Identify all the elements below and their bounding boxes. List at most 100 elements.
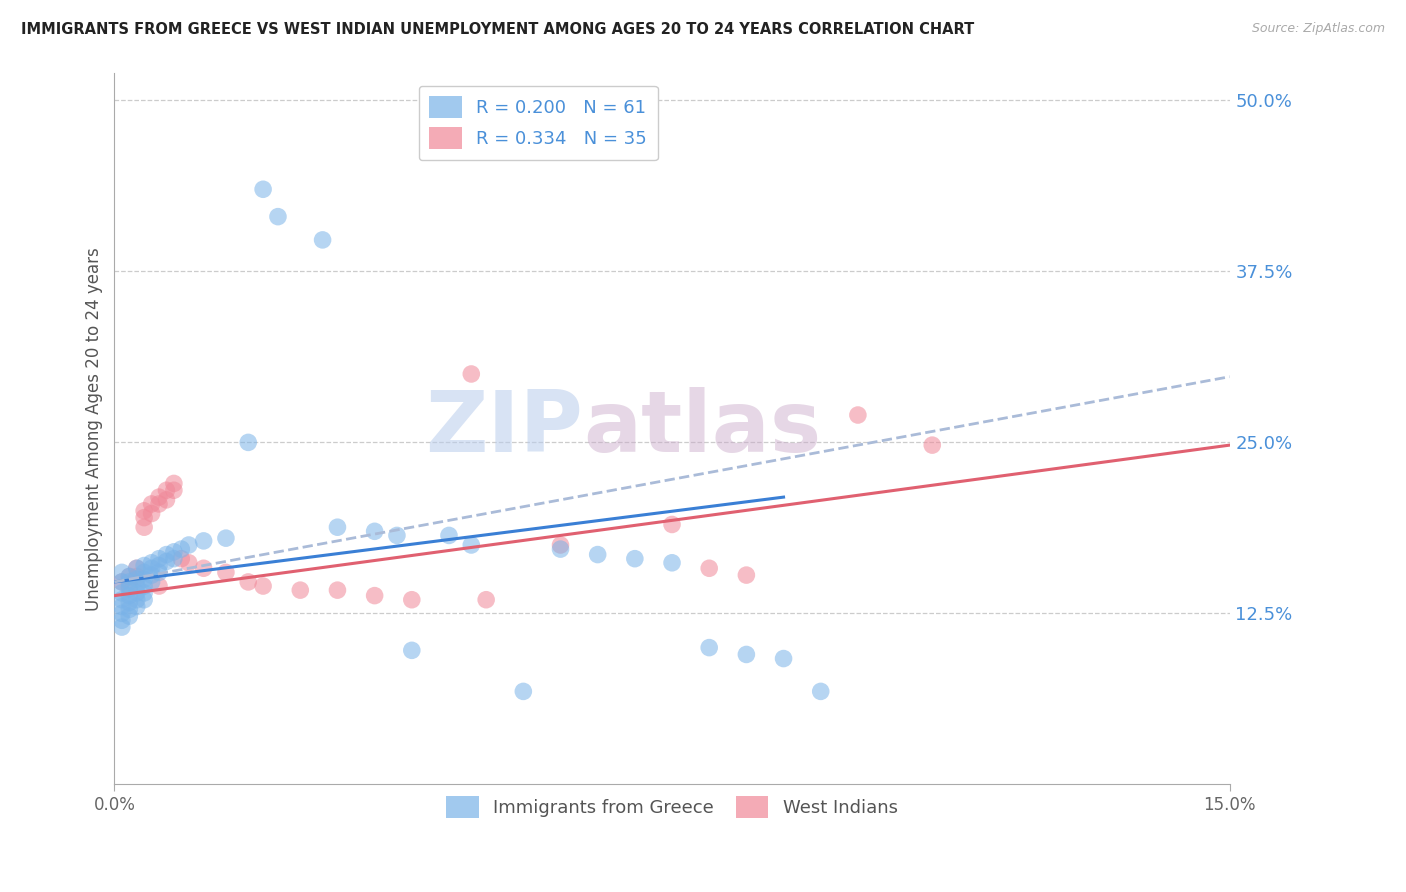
Point bbox=[125, 561, 148, 575]
Point bbox=[118, 574, 141, 589]
Point bbox=[215, 531, 238, 545]
Point bbox=[238, 435, 260, 450]
Point bbox=[118, 569, 141, 583]
Point bbox=[215, 566, 238, 580]
Point bbox=[155, 548, 177, 562]
Point bbox=[177, 556, 200, 570]
Point bbox=[155, 492, 177, 507]
Point bbox=[111, 574, 134, 589]
Point bbox=[326, 520, 349, 534]
Point bbox=[134, 558, 156, 573]
Point bbox=[735, 568, 758, 582]
Point bbox=[624, 551, 647, 566]
Point bbox=[661, 556, 683, 570]
Point bbox=[170, 542, 193, 557]
Point bbox=[586, 548, 609, 562]
Point bbox=[111, 574, 134, 589]
Point bbox=[141, 561, 163, 575]
Point bbox=[118, 569, 141, 583]
Point bbox=[141, 568, 163, 582]
Point bbox=[363, 524, 385, 539]
Text: IMMIGRANTS FROM GREECE VS WEST INDIAN UNEMPLOYMENT AMONG AGES 20 TO 24 YEARS COR: IMMIGRANTS FROM GREECE VS WEST INDIAN UN… bbox=[21, 22, 974, 37]
Point bbox=[111, 607, 134, 621]
Point bbox=[148, 551, 170, 566]
Point bbox=[125, 572, 148, 586]
Point bbox=[163, 551, 186, 566]
Point bbox=[193, 561, 215, 575]
Point bbox=[460, 367, 482, 381]
Point bbox=[177, 538, 200, 552]
Point bbox=[238, 574, 260, 589]
Point bbox=[810, 684, 832, 698]
Point bbox=[311, 233, 333, 247]
Point bbox=[475, 592, 498, 607]
Point bbox=[697, 640, 720, 655]
Point bbox=[252, 182, 274, 196]
Point bbox=[155, 554, 177, 568]
Point bbox=[118, 595, 141, 609]
Point bbox=[134, 572, 156, 586]
Point bbox=[401, 643, 423, 657]
Point bbox=[170, 551, 193, 566]
Point bbox=[252, 579, 274, 593]
Point bbox=[125, 592, 148, 607]
Point bbox=[735, 648, 758, 662]
Point bbox=[846, 408, 869, 422]
Point bbox=[134, 520, 156, 534]
Point bbox=[193, 533, 215, 548]
Point bbox=[125, 586, 148, 600]
Point bbox=[148, 497, 170, 511]
Point bbox=[163, 476, 186, 491]
Y-axis label: Unemployment Among Ages 20 to 24 years: Unemployment Among Ages 20 to 24 years bbox=[86, 247, 103, 611]
Point bbox=[134, 510, 156, 524]
Point bbox=[111, 620, 134, 634]
Point bbox=[118, 589, 141, 603]
Point bbox=[125, 561, 148, 575]
Point bbox=[163, 545, 186, 559]
Point bbox=[141, 497, 163, 511]
Point bbox=[111, 586, 134, 600]
Point bbox=[661, 517, 683, 532]
Point bbox=[148, 558, 170, 573]
Point bbox=[134, 566, 156, 580]
Point bbox=[111, 592, 134, 607]
Point bbox=[118, 582, 141, 596]
Point bbox=[460, 538, 482, 552]
Point bbox=[550, 542, 572, 557]
Point bbox=[401, 592, 423, 607]
Point bbox=[125, 579, 148, 593]
Point bbox=[267, 210, 290, 224]
Point bbox=[385, 528, 408, 542]
Point bbox=[155, 483, 177, 498]
Point bbox=[134, 504, 156, 518]
Point bbox=[290, 583, 312, 598]
Point bbox=[148, 566, 170, 580]
Point bbox=[163, 483, 186, 498]
Text: Source: ZipAtlas.com: Source: ZipAtlas.com bbox=[1251, 22, 1385, 36]
Point bbox=[326, 583, 349, 598]
Legend: Immigrants from Greece, West Indians: Immigrants from Greece, West Indians bbox=[439, 789, 905, 825]
Point bbox=[111, 599, 134, 614]
Point bbox=[148, 579, 170, 593]
Point bbox=[111, 566, 134, 580]
Point bbox=[772, 651, 794, 665]
Point bbox=[141, 574, 163, 589]
Point bbox=[118, 579, 141, 593]
Point bbox=[134, 586, 156, 600]
Point bbox=[512, 684, 534, 698]
Point bbox=[111, 613, 134, 627]
Point bbox=[697, 561, 720, 575]
Point bbox=[118, 609, 141, 624]
Point bbox=[363, 589, 385, 603]
Point bbox=[550, 538, 572, 552]
Point bbox=[921, 438, 943, 452]
Point bbox=[118, 602, 141, 616]
Point bbox=[437, 528, 460, 542]
Text: atlas: atlas bbox=[583, 387, 821, 470]
Point bbox=[125, 569, 148, 583]
Point bbox=[148, 490, 170, 504]
Point bbox=[141, 507, 163, 521]
Point bbox=[125, 599, 148, 614]
Point bbox=[134, 579, 156, 593]
Point bbox=[141, 556, 163, 570]
